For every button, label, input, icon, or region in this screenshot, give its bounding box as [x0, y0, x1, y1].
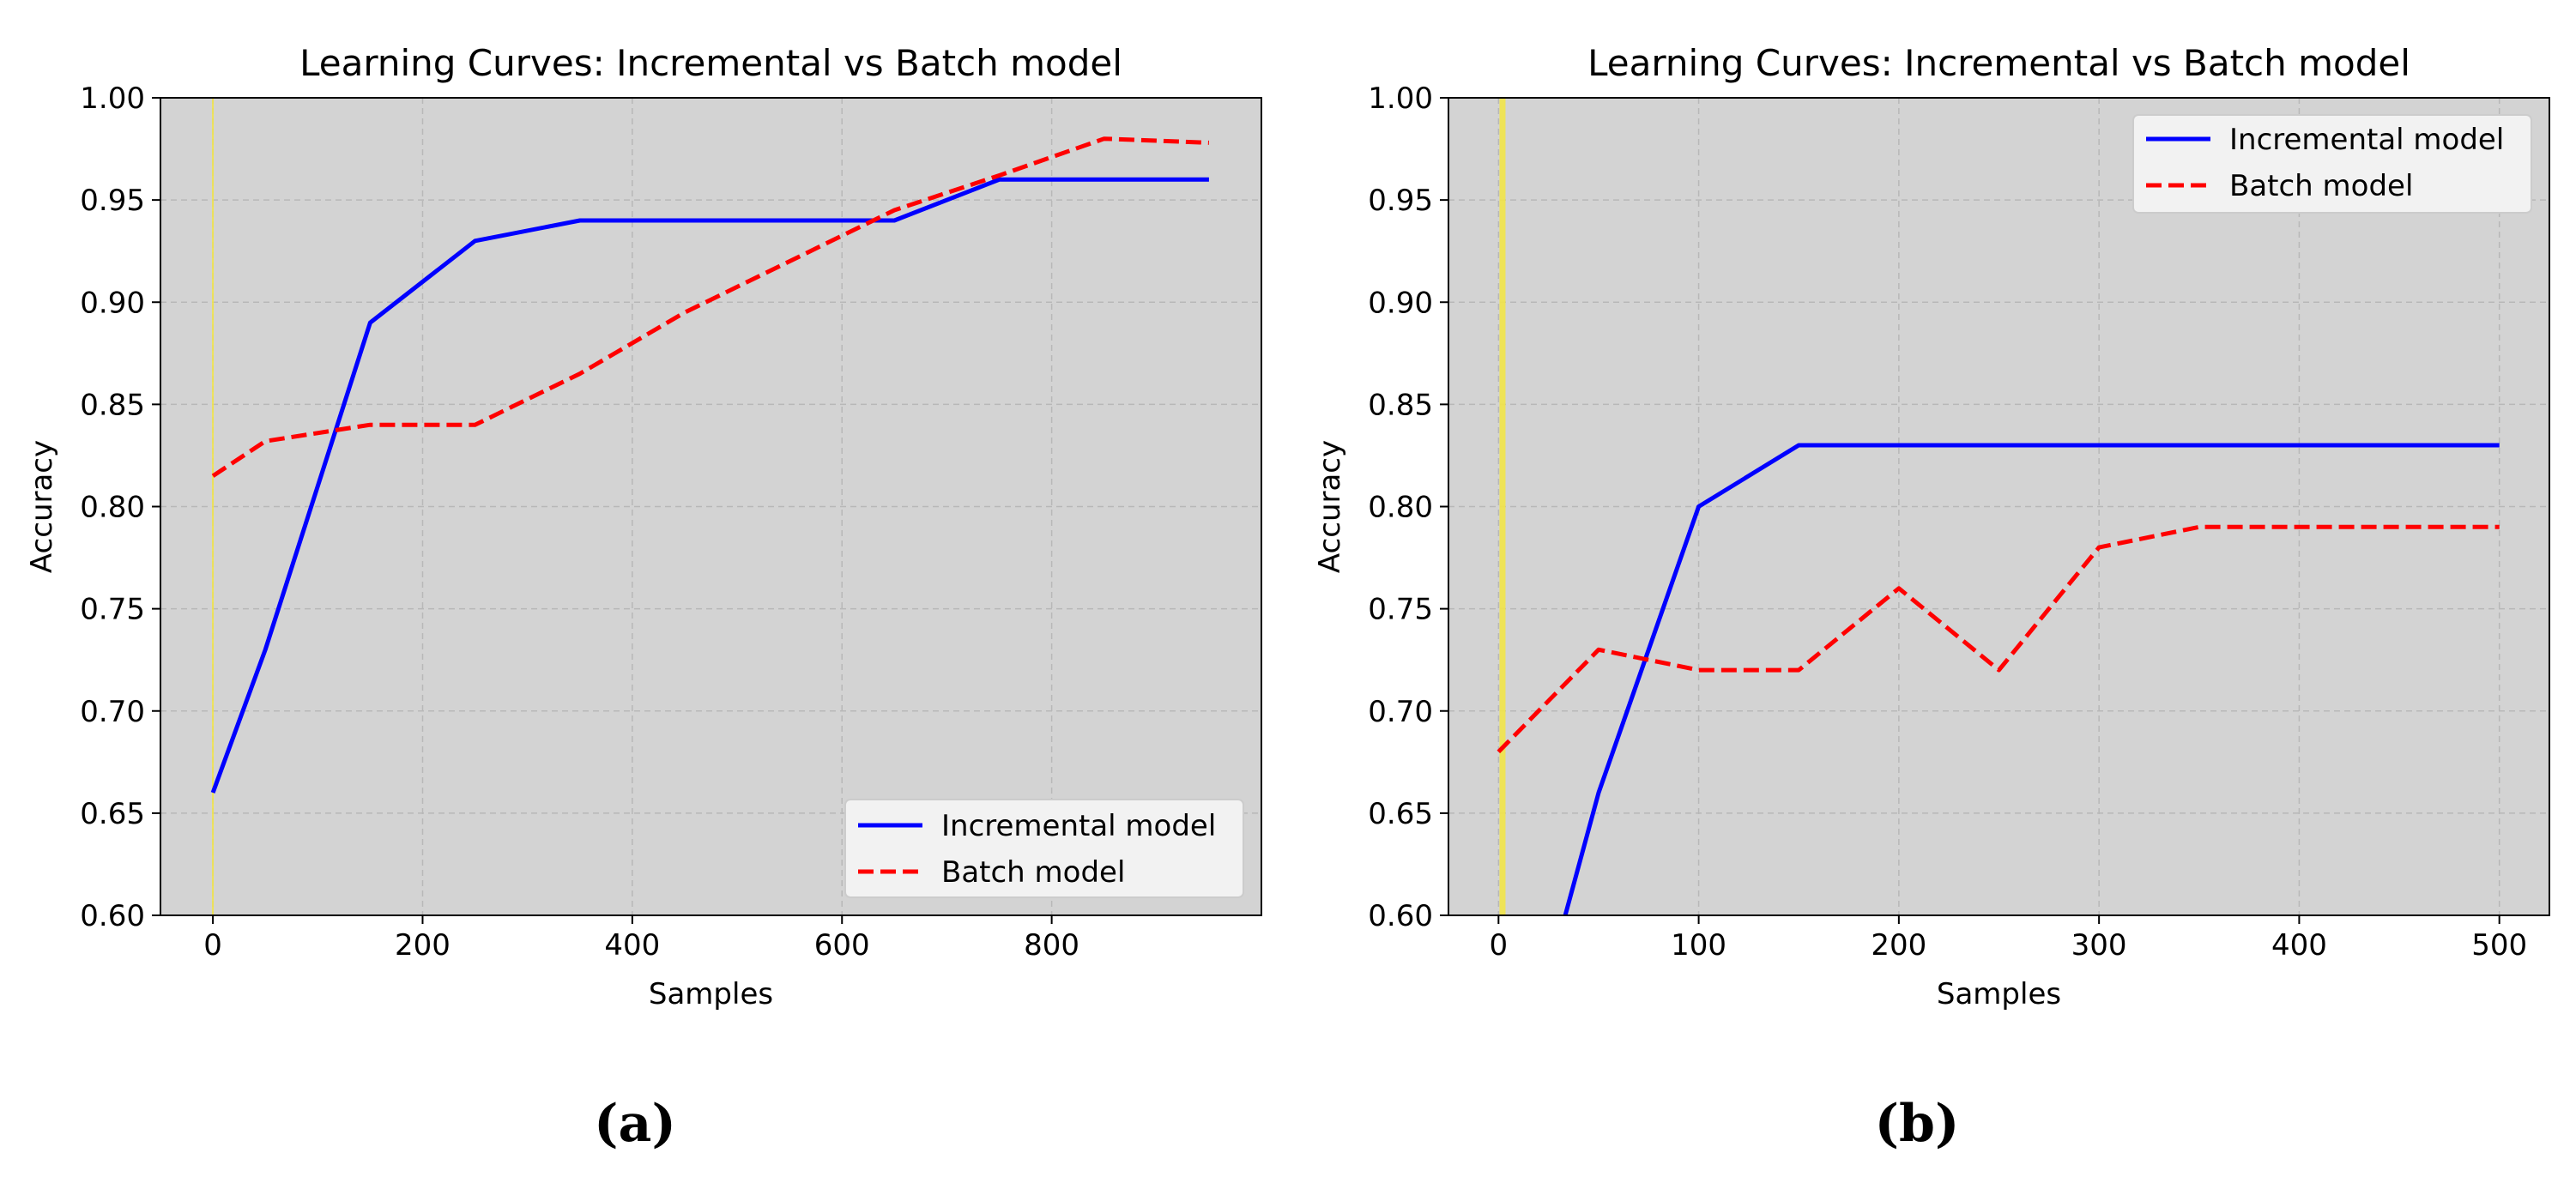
batch-model-line	[1497, 524, 2500, 754]
legend-box-b	[2132, 114, 2532, 214]
chart-title-b: Learning Curves: Incremental vs Batch mo…	[1587, 42, 2410, 84]
x-tick-label: 200	[395, 928, 450, 963]
y-tick-label: 0.60	[1368, 899, 1433, 933]
y-axis-label-b: Accuracy	[1313, 440, 1347, 573]
y-tick-label: 0.95	[80, 184, 145, 218]
x-tick-label: 0	[1489, 928, 1508, 963]
panel-caption-b: (b)	[1875, 1094, 1960, 1154]
y-tick-label: 1.00	[80, 81, 145, 116]
x-tick-label: 100	[1671, 928, 1726, 963]
legend-label-incremental-a: Incremental model	[941, 809, 1216, 843]
y-tick-label: 0.70	[1368, 695, 1433, 729]
y-tick-label: 0.85	[80, 388, 145, 422]
y-axis-label-a: Accuracy	[25, 440, 59, 573]
legend-a: Incremental model Batch model	[844, 799, 1244, 898]
x-tick-label: 500	[2471, 928, 2527, 963]
x-axis-label-b: Samples	[1937, 977, 2061, 1011]
y-tick-label: 0.60	[80, 899, 145, 933]
y-tick-label: 0.75	[1368, 593, 1433, 627]
y-tick-label: 0.90	[1368, 286, 1433, 320]
x-tick-label: 400	[2271, 928, 2327, 963]
chart-title-a: Learning Curves: Incremental vs Batch mo…	[299, 42, 1122, 84]
x-tick-label: 600	[814, 928, 870, 963]
legend-label-batch-b: Batch model	[2229, 169, 2413, 203]
y-tick-label: 0.65	[80, 797, 145, 831]
legend-box-a	[844, 799, 1244, 898]
chart-panel-a: 0 200 400 600 800 0.60 0.65 0.70 0.75 0.80 0.85 0.9…	[25, 42, 1262, 1011]
chart-panel-b: 0 100 200 300 400 500 0.60 0.65 0.70 0.75 0.80 0.85…	[1313, 42, 2550, 1011]
y-tick-label: 0.80	[1368, 491, 1433, 525]
y-tick-label: 0.70	[80, 695, 145, 729]
y-tick-label: 0.95	[1368, 184, 1433, 218]
x-tick-label: 800	[1024, 928, 1079, 963]
x-tick-label: 200	[1871, 928, 1926, 963]
y-tick-label: 0.65	[1368, 797, 1433, 831]
batch-model-line	[211, 136, 1209, 478]
legend-label-incremental-b: Incremental model	[2229, 123, 2504, 157]
panel-caption-a: (a)	[594, 1094, 676, 1154]
y-tick-label: 0.80	[80, 491, 145, 525]
incremental-model-line	[210, 177, 1209, 794]
y-tick-label: 0.90	[80, 286, 145, 320]
x-tick-label: 300	[2071, 928, 2127, 963]
legend-label-batch-a: Batch model	[941, 855, 1125, 890]
y-tick-label: 0.85	[1368, 388, 1433, 422]
x-tick-label: 400	[604, 928, 660, 963]
y-tick-label: 0.75	[80, 593, 145, 627]
x-axis-label-a: Samples	[649, 977, 773, 1011]
y-tick-label: 1.00	[1368, 81, 1433, 116]
x-tick-label: 0	[203, 928, 222, 963]
incremental-model-line	[1563, 443, 2500, 915]
legend-b: Incremental model Batch model	[2132, 114, 2532, 214]
